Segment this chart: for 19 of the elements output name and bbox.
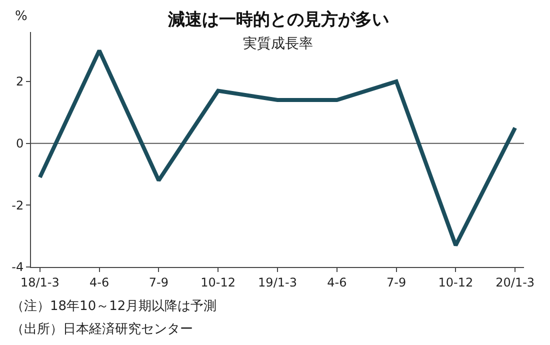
y-tick-label: -2 [12,198,24,212]
x-tick-label: 4-6 [327,275,347,290]
y-tick-label: -4 [12,260,24,274]
y-tick-label: 0 [16,136,24,151]
x-tick-label: 4-6 [90,275,110,290]
y-tick-label: 2 [16,74,24,89]
chart-title: 減速は一時的との見方が多い [167,10,389,30]
x-tick-label: 10-12 [200,275,236,290]
x-tick-label: 10-12 [438,275,474,290]
x-tick-label: 19/1-3 [258,275,297,290]
text: （注）18年10～12月期以降は予測 [11,299,217,314]
x-tick-label: 7-9 [386,275,406,290]
text: （出所）日本経済研究センター [11,321,193,337]
x-tick-label: 7-9 [148,275,169,290]
x-tick-label: 18/1-3 [20,275,60,290]
line-series [38,48,518,248]
chart-subtitle: 実質成長率 [243,36,313,52]
x-tick-label: 20/1-3 [496,275,535,290]
y-axis-title: % [15,9,28,24]
